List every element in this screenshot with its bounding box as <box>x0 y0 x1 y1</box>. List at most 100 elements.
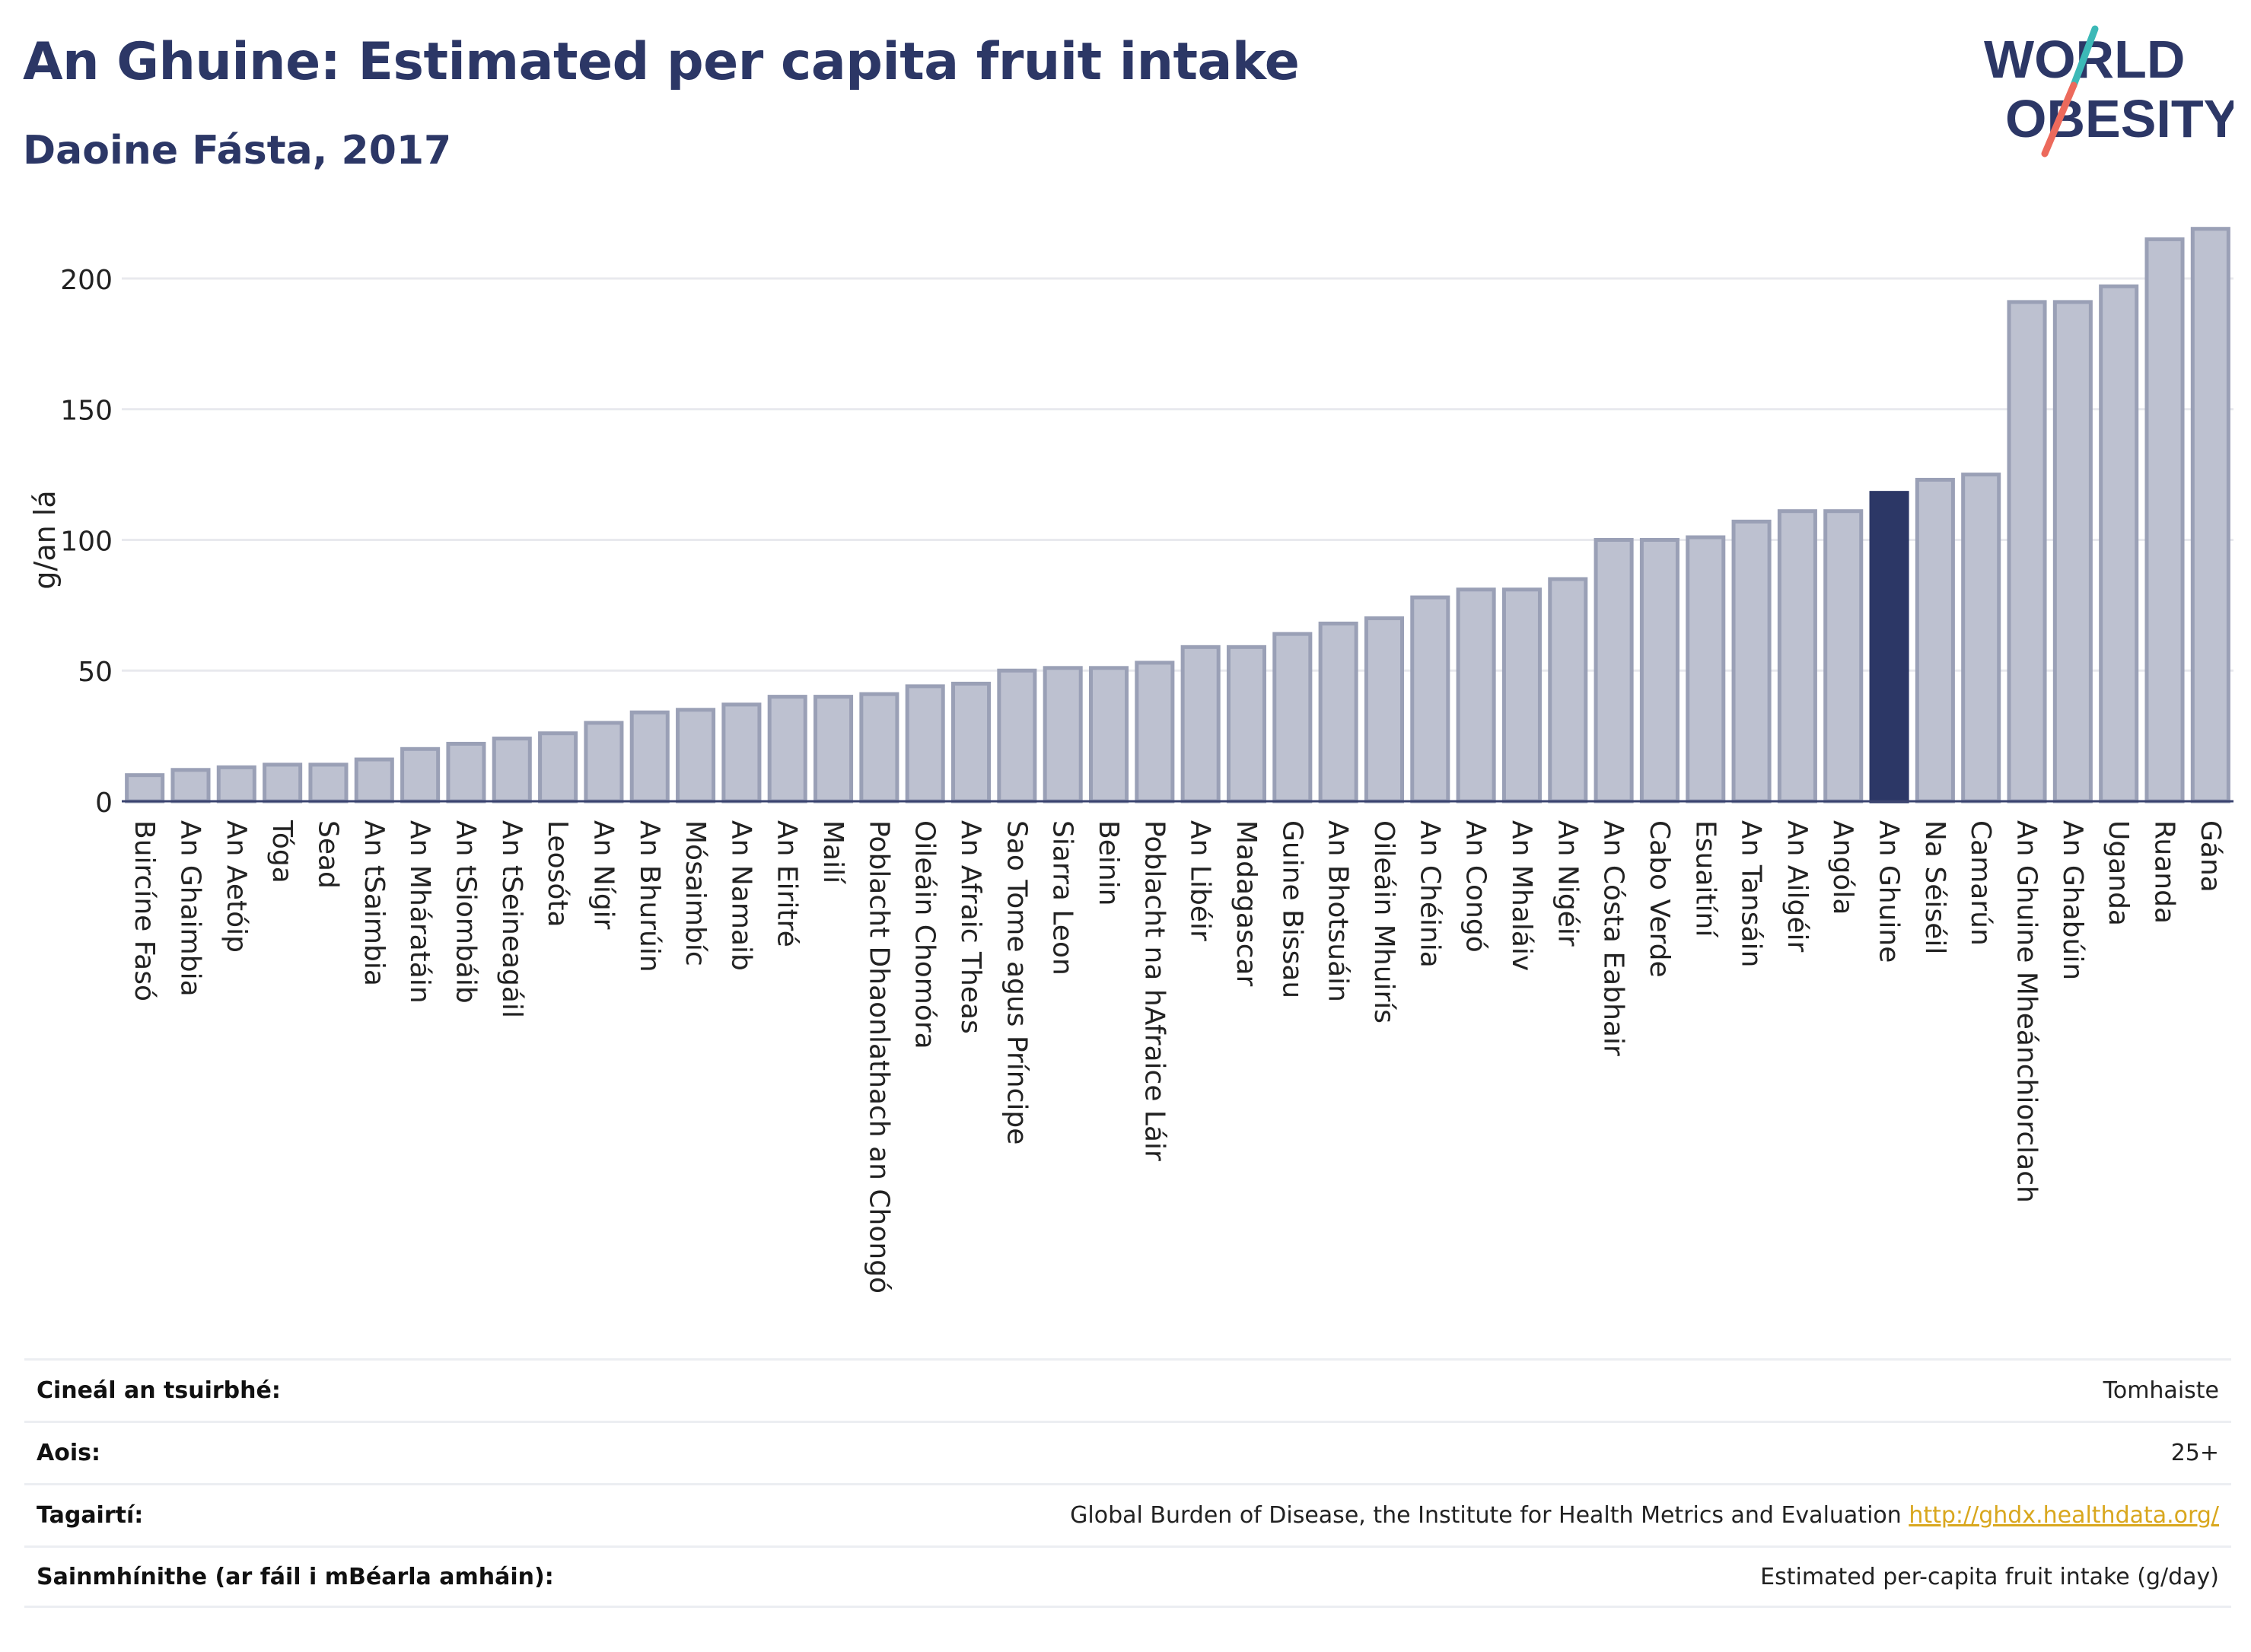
meta-label: Aois: <box>37 1440 100 1466</box>
x-tick-label: An Bhurúin <box>634 820 665 972</box>
bar[interactable] <box>1180 645 1221 804</box>
meta-label: Cineál an tsuirbhé: <box>37 1377 281 1404</box>
x-tick-label: An Cósta Eabhair <box>1598 820 1629 1056</box>
x-tick-label: An tSaimbia <box>358 820 390 986</box>
x-tick-label: Na Séiséil <box>1919 820 1950 954</box>
meta-value: Global Burden of Disease, the Institute … <box>1070 1502 2219 1529</box>
x-tick-label: An Chéinia <box>1414 820 1445 968</box>
bar[interactable] <box>216 765 256 804</box>
x-tick-label: An Mháratáin <box>404 820 435 1004</box>
x-tick-label: Mósaimbíc <box>680 820 711 966</box>
bar[interactable] <box>813 695 854 804</box>
y-tick-label: 50 <box>78 657 113 688</box>
bar[interactable] <box>997 668 1037 804</box>
bar[interactable] <box>538 731 578 804</box>
bar[interactable] <box>1043 666 1083 804</box>
x-tick-label: An Afraic Theas <box>955 820 986 1034</box>
bar[interactable] <box>1501 587 1542 804</box>
x-tick-label: Siarra Leon <box>1047 820 1078 976</box>
x-tick-label: Angóla <box>1827 820 1858 915</box>
bar[interactable] <box>1823 509 1864 804</box>
metadata-table: Cineál an tsuirbhé: Tomhaiste Aois: 25+ … <box>24 1358 2231 1608</box>
bar[interactable] <box>1135 660 1175 804</box>
logo-slash-teal <box>2070 25 2099 89</box>
bar[interactable] <box>1594 537 1634 804</box>
bar[interactable] <box>308 762 349 804</box>
x-tick-label: An Mhaláiv <box>1506 820 1537 971</box>
bar[interactable] <box>1961 473 2001 804</box>
bar[interactable] <box>1318 621 1358 804</box>
x-tick-label: Camarún <box>1965 820 1996 946</box>
x-tick-label: Gána <box>2195 820 2226 893</box>
x-tick-label: An Eiritré <box>772 820 803 947</box>
bar[interactable] <box>1272 632 1313 804</box>
bar[interactable] <box>1410 595 1450 804</box>
reference-text: Global Burden of Disease, the Institute … <box>1070 1502 1909 1529</box>
bar[interactable] <box>1364 616 1404 804</box>
meta-row-age: Aois: 25+ <box>24 1421 2231 1483</box>
bar[interactable] <box>584 721 624 804</box>
x-tick-label: An Aetóip <box>221 820 252 953</box>
bar-chart: 0 50 100 150 200 Buircíne Fasó An Ghaimbia An … <box>28 227 2233 1294</box>
page-subtitle: Daoine Fásta, 2017 <box>23 128 452 173</box>
bar[interactable] <box>721 702 762 804</box>
bar[interactable] <box>400 746 441 804</box>
x-tick-label: An Ghuine Mheánchiorclach <box>2011 820 2042 1203</box>
bar[interactable] <box>354 757 394 804</box>
x-tick-label: Cabo Verde <box>1644 820 1675 978</box>
y-tick-label: 0 <box>95 788 113 819</box>
x-tick-label: Buircíne Fasó <box>129 820 160 1001</box>
x-tick-label: An Ailgéir <box>1781 820 1813 953</box>
bar[interactable] <box>1915 477 1955 804</box>
x-tick-label: An Ghaimbia <box>174 820 205 997</box>
y-tick-label: 100 <box>60 526 113 557</box>
x-tick-label: An tSeineagáil <box>496 820 527 1018</box>
bar[interactable] <box>1226 645 1267 804</box>
bar[interactable] <box>676 708 716 804</box>
x-tick-label: Beinin <box>1093 820 1124 906</box>
x-tick-label: An Namaib <box>725 820 756 971</box>
bar[interactable] <box>905 684 945 804</box>
bar[interactable] <box>263 762 303 804</box>
bar[interactable] <box>1777 509 1817 804</box>
bar[interactable] <box>2007 300 2047 804</box>
meta-row-references: Tagairtí: Global Burden of Disease, the … <box>24 1483 2231 1545</box>
bar[interactable] <box>1456 587 1496 804</box>
bar[interactable] <box>1639 537 1679 804</box>
x-tick-label: Mailí <box>817 820 849 884</box>
x-tick-label: Ruanda <box>2149 820 2180 924</box>
x-tick-label: Sao Tome agus Príncipe <box>1001 820 1032 1144</box>
logo-line2: OBESITY <box>2005 89 2233 148</box>
reference-link[interactable]: http://ghdx.healthdata.org/ <box>1909 1502 2219 1529</box>
x-tick-label: Uganda <box>2103 820 2134 926</box>
x-tick-label: An Tansáin <box>1736 820 1767 967</box>
page-title: An Ghuine: Estimated per capita fruit in… <box>23 32 1300 92</box>
bar[interactable] <box>1088 666 1129 804</box>
world-obesity-logo: WORLD OBESITY <box>1984 25 2233 158</box>
bar[interactable] <box>1548 577 1588 804</box>
x-tick-label: Sead <box>312 820 343 889</box>
bar[interactable] <box>629 710 670 804</box>
meta-value: 25+ <box>2170 1440 2219 1466</box>
bar-highlight[interactable] <box>1869 491 1909 804</box>
x-tick-label: An Libéir <box>1185 820 1216 941</box>
bar[interactable] <box>2190 227 2230 804</box>
bar[interactable] <box>446 741 486 804</box>
bar[interactable] <box>2144 237 2185 804</box>
bar[interactable] <box>492 737 532 804</box>
x-tick-label: An Ghabúin <box>2057 820 2088 980</box>
bar[interactable] <box>2052 300 2093 804</box>
bar[interactable] <box>2099 284 2139 804</box>
x-tick-label: Leosóta <box>542 820 573 928</box>
bar[interactable] <box>125 773 165 804</box>
bar[interactable] <box>1686 535 1726 804</box>
bar[interactable] <box>767 695 807 804</box>
bar[interactable] <box>951 681 992 804</box>
meta-label: Tagairtí: <box>37 1502 144 1529</box>
x-tick-label: An tSiombáib <box>450 820 481 1004</box>
meta-row-survey-type: Cineál an tsuirbhé: Tomhaiste <box>24 1358 2231 1421</box>
y-tick-label: 200 <box>60 265 113 296</box>
bar[interactable] <box>1731 519 1772 804</box>
bar[interactable] <box>170 768 211 804</box>
bar[interactable] <box>859 692 899 804</box>
